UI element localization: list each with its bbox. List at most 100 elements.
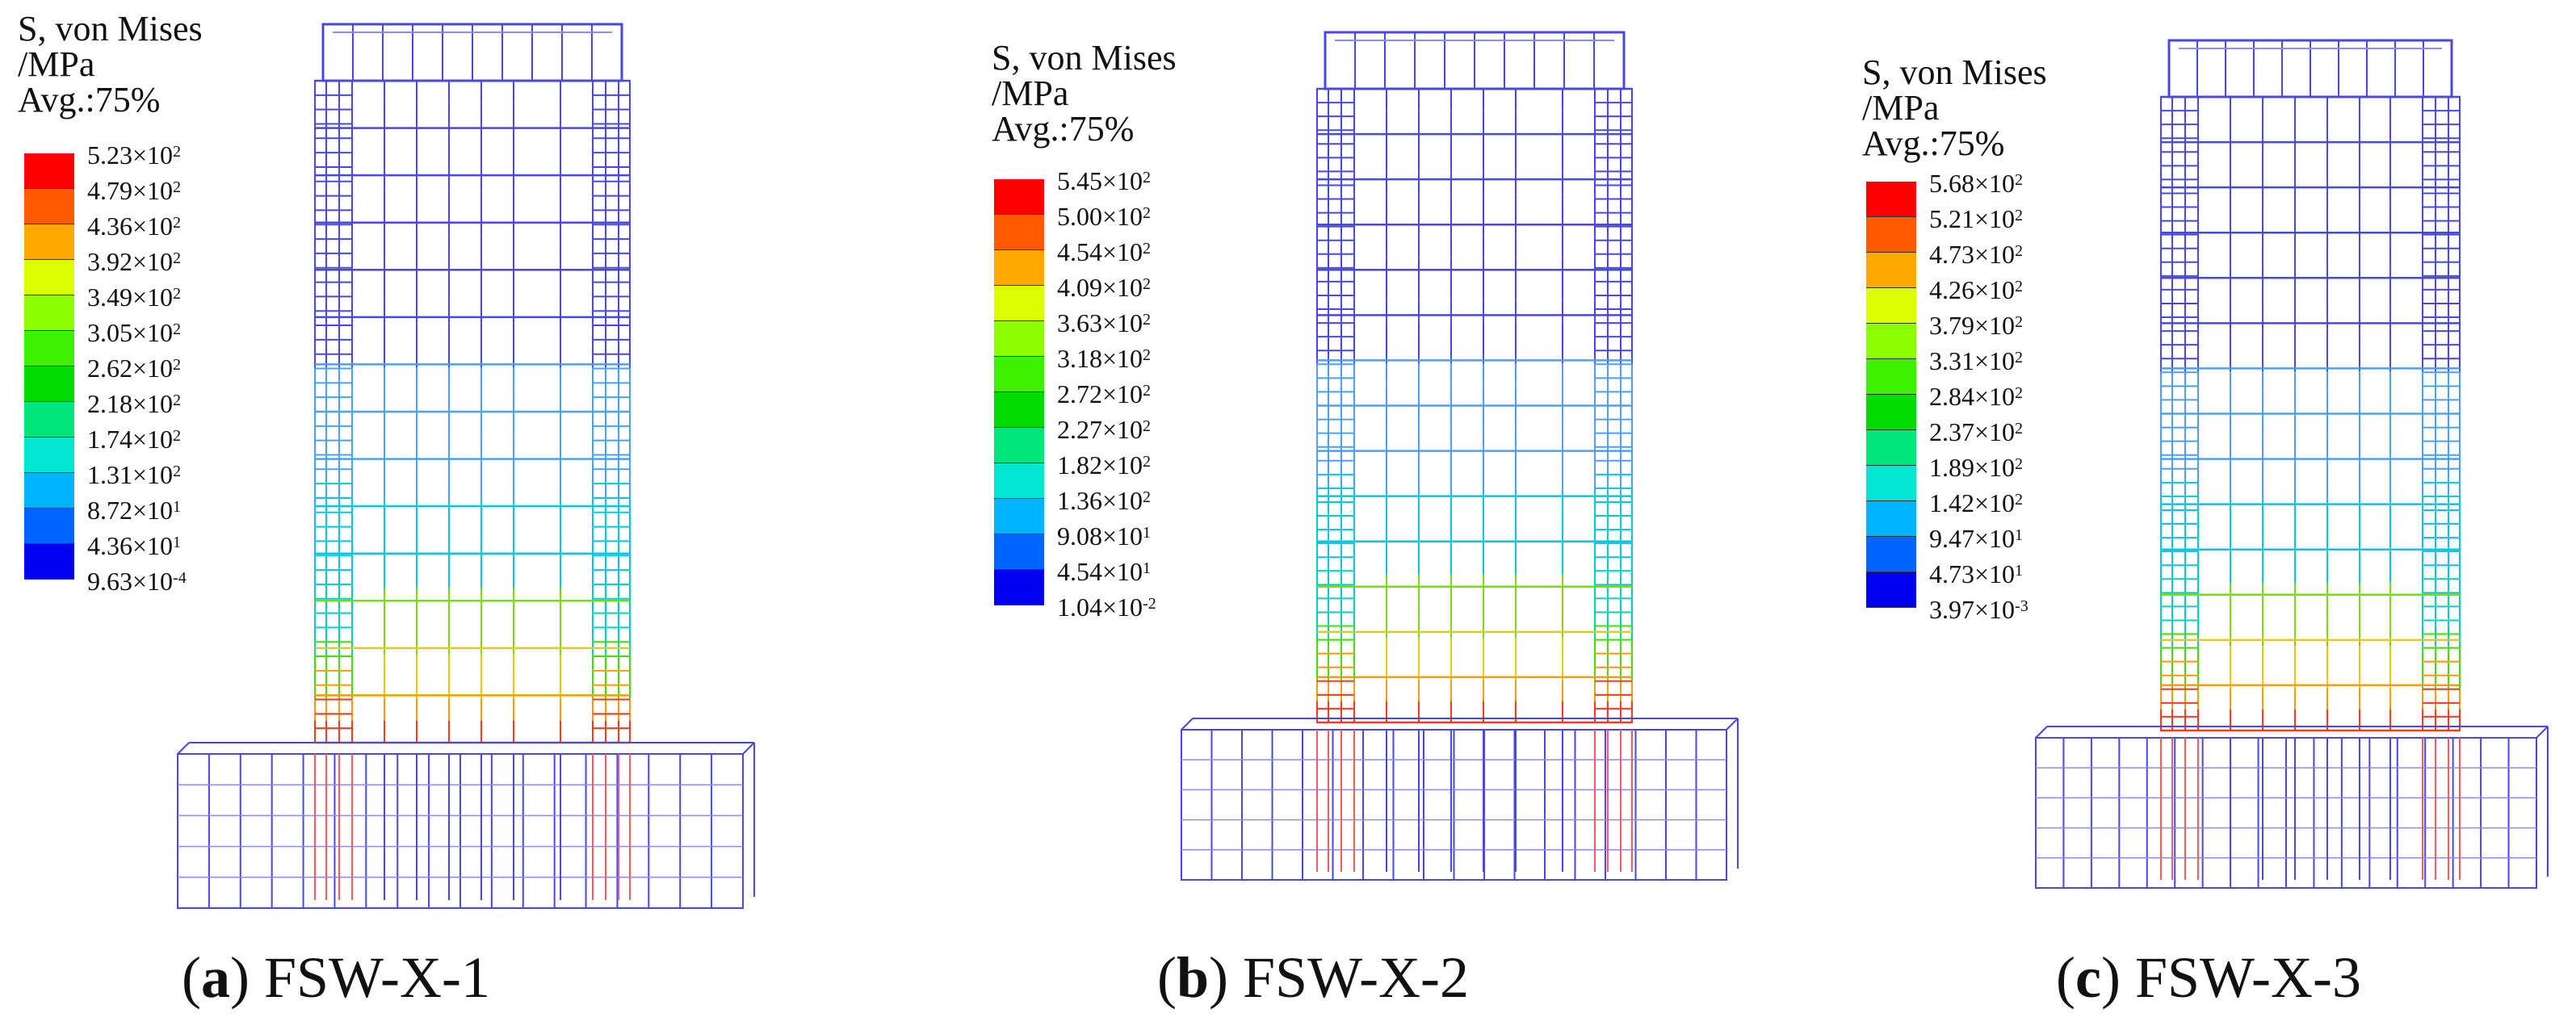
legend-tick-label: 9.63×10-4 — [87, 567, 187, 596]
legend-title-line2: /MPa — [992, 73, 1069, 113]
legend-swatch — [994, 499, 1044, 534]
legend-swatch — [24, 509, 74, 544]
legend-title: S, von Mises /MPa Avg.:75% — [992, 40, 1177, 147]
legend-title: S, von Mises /MPa Avg.:75% — [1862, 55, 2047, 161]
legend-swatch — [24, 473, 74, 509]
legend-tick-label: 4.73×101 — [1929, 559, 2024, 588]
legend-swatch — [994, 463, 1044, 499]
caption-specimen: FSW-X-1 — [263, 945, 490, 1010]
legend-tick-label: 2.72×102 — [1057, 379, 1152, 408]
legend-swatch — [1866, 182, 1916, 217]
caption-letter: c — [2075, 945, 2101, 1010]
legend-tick-label: 5.00×102 — [1057, 202, 1152, 231]
legend-title-line1: S, von Mises — [18, 9, 203, 48]
legend-swatch — [24, 295, 74, 331]
legend-swatch — [994, 286, 1044, 321]
legend-swatch — [994, 392, 1044, 428]
legend-tick-label: 1.42×102 — [1929, 488, 2024, 517]
panel-caption: (b) FSW-X-2 — [1157, 945, 1470, 1010]
legend-tick-label: 4.36×102 — [87, 211, 182, 241]
color-legend: 5.23×102 4.79×102 4.36×102 3.92×102 3.49×102… — [24, 142, 283, 605]
legend-swatch — [994, 570, 1044, 605]
caption-letter: b — [1176, 945, 1210, 1010]
base-block-edge — [1181, 718, 1194, 731]
legend-swatch — [1866, 537, 1916, 572]
base-block-edge — [2536, 726, 2549, 739]
panel-a: S, von Mises /MPa Avg.:75% 5.23×102 4.79×… — [0, 0, 858, 1030]
legend-swatch — [24, 438, 74, 473]
legend-tick-label: 3.31×102 — [1929, 346, 2024, 375]
legend-tick-label: 3.05×102 — [87, 318, 182, 347]
legend-swatch — [24, 260, 74, 295]
base-block-edge — [2035, 726, 2048, 739]
legend-tick-label: 4.54×101 — [1057, 557, 1152, 586]
legend-swatch — [994, 428, 1044, 463]
legend-swatch — [994, 250, 1044, 286]
legend-swatch — [1866, 501, 1916, 537]
legend-tick-label: 9.47×101 — [1929, 524, 2024, 553]
legend-title-line2: /MPa — [18, 44, 95, 84]
legend-tick-label: 5.68×102 — [1929, 169, 2024, 198]
legend-title-line1: S, von Mises — [992, 38, 1177, 77]
caption-letter: a — [200, 945, 230, 1010]
legend-swatch — [1866, 359, 1916, 395]
legend-tick-label: 1.04×10-2 — [1057, 592, 1156, 622]
legend-swatch — [1866, 395, 1916, 430]
legend-tick-label: 3.63×102 — [1057, 308, 1152, 337]
legend-title-line2: /MPa — [1862, 88, 1940, 128]
legend-swatch — [1866, 572, 1916, 608]
legend-swatch — [1866, 217, 1916, 253]
legend-title-line1: S, von Mises — [1862, 52, 2047, 92]
legend-tick-label: 4.26×102 — [1929, 275, 2024, 304]
color-legend: 5.45×102 5.00×102 4.54×102 4.09×102 3.63×102… — [994, 168, 1252, 631]
legend-tick-label: 1.82×102 — [1057, 450, 1152, 479]
legend-swatch — [994, 321, 1044, 357]
legend-tick-label: 2.18×102 — [87, 389, 182, 418]
legend-swatch — [994, 534, 1044, 570]
panel-b: S, von Mises /MPa Avg.:75% 5.45×102 5.00×… — [858, 0, 1739, 1030]
legend-tick-label: 5.45×102 — [1057, 166, 1152, 195]
fe-model-wall — [1181, 31, 1739, 881]
legend-tick-label: 3.92×102 — [87, 247, 182, 276]
fe-model-wall — [2035, 39, 2549, 889]
legend-tick-label: 3.49×102 — [87, 283, 182, 312]
legend-tick-label: 4.09×102 — [1057, 273, 1152, 302]
caption-specimen: FSW-X-2 — [1243, 945, 1470, 1010]
base-block-edge — [742, 742, 755, 755]
legend-tick-label: 2.84×102 — [1929, 382, 2024, 411]
legend-swatch — [1866, 324, 1916, 359]
legend-swatch — [994, 215, 1044, 250]
legend-tick-label: 4.54×102 — [1057, 237, 1152, 266]
legend-tick-label: 2.27×102 — [1057, 415, 1152, 444]
legend-swatch — [24, 402, 74, 438]
legend-title-line3: Avg.:75% — [1862, 124, 2005, 163]
panel-caption: (a) FSW-X-1 — [182, 945, 490, 1010]
legend-tick-label: 3.79×102 — [1929, 311, 2024, 340]
caption-specimen: FSW-X-3 — [2134, 945, 2361, 1010]
legend-tick-label: 8.72×101 — [87, 496, 182, 525]
legend-swatch — [994, 179, 1044, 215]
legend-tick-label: 4.73×102 — [1929, 240, 2024, 269]
base-block-edge — [1726, 718, 1739, 731]
legend-swatch — [24, 224, 74, 260]
panel-c: S, von Mises /MPa Avg.:75% 5.68×102 5.21×… — [1717, 0, 2576, 1030]
legend-swatch — [24, 331, 74, 366]
legend-title-line3: Avg.:75% — [18, 80, 161, 119]
legend-tick-label: 1.31×102 — [87, 460, 182, 489]
legend-tick-label: 1.36×102 — [1057, 486, 1152, 515]
color-legend: 5.68×102 5.21×102 4.73×102 4.26×102 3.79×102… — [1866, 170, 2125, 634]
legend-swatch — [24, 544, 74, 580]
legend-swatch — [24, 189, 74, 224]
legend-tick-label: 9.08×101 — [1057, 521, 1152, 551]
legend-tick-label: 3.18×102 — [1057, 344, 1152, 373]
legend-swatch — [994, 357, 1044, 392]
legend-tick-label: 5.23×102 — [87, 140, 182, 170]
legend-tick-label: 2.37×102 — [1929, 417, 2024, 446]
legend-title-line3: Avg.:75% — [992, 109, 1135, 149]
legend-tick-label: 1.89×102 — [1929, 453, 2024, 482]
fe-model-wall — [177, 23, 755, 909]
legend-swatch — [24, 366, 74, 402]
legend-title: S, von Mises /MPa Avg.:75% — [18, 11, 203, 118]
legend-tick-label: 5.21×102 — [1929, 204, 2024, 233]
legend-swatch — [1866, 466, 1916, 501]
